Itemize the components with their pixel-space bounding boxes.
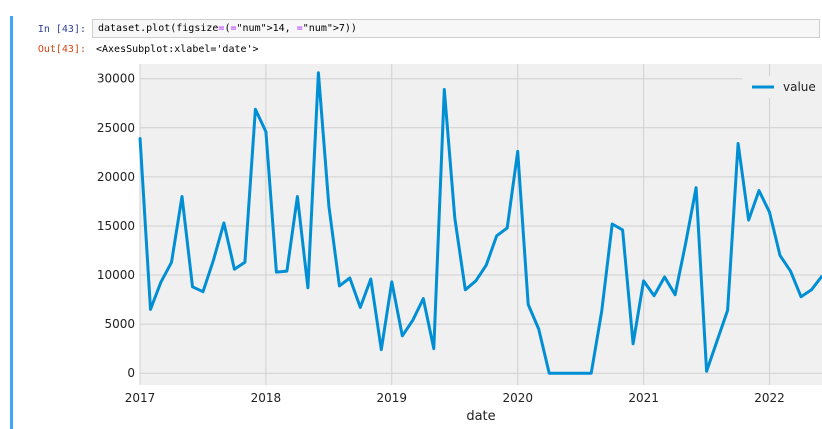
data-point [810,288,813,291]
data-point [265,130,267,133]
data-point [338,285,341,287]
data-point [453,217,456,219]
data-point [307,287,309,289]
series-line-value [138,71,822,375]
data-point [705,370,708,373]
data-point [170,261,173,264]
data-point [600,310,603,313]
data-point [558,372,561,375]
data-point [296,195,299,198]
data-point [286,270,288,272]
data-point [317,72,320,74]
data-point [202,290,204,293]
data-point [212,259,215,262]
data-point [800,295,802,298]
code-line: dataset.plot(figsize=(="num">14, ="num">… [98,23,357,34]
x-tick-label: 2022 [754,391,785,405]
data-point [275,271,278,273]
data-point [590,372,592,375]
data-point [412,319,414,322]
data-point [485,264,488,267]
data-point [663,276,666,278]
data-point [537,328,540,330]
data-point [674,293,676,296]
data-point [139,136,141,139]
data-point [569,372,571,375]
x-tick-label: 2019 [377,391,408,405]
data-point [464,288,467,291]
data-point [726,309,729,312]
y-tick-label: 30000 [97,72,135,86]
x-tick-label: 2021 [628,391,659,405]
data-point [768,211,771,214]
data-point [244,261,246,264]
data-point [401,335,404,337]
data-point [758,189,760,192]
data-point [548,372,550,375]
output-repr-text: <AxesSubplot:xlabel='date'> [96,44,259,55]
data-point [380,348,383,351]
cell-selection-bar [10,16,13,429]
data-point [632,342,634,345]
output-prompt: Out[43]: [37,44,86,55]
input-prompt: In [43]: [37,24,86,35]
data-point [789,270,792,272]
data-point [254,108,257,110]
data-point [737,142,739,145]
data-point [747,219,750,221]
y-tick-label: 10000 [97,268,135,282]
data-point [495,234,498,237]
data-point [621,229,624,231]
data-point [191,286,194,288]
data-point [527,303,530,306]
data-point [422,297,425,300]
data-point [642,280,645,282]
data-point [328,205,330,208]
y-tick-label: 15000 [97,219,135,233]
y-tick-label: 0 [127,366,135,380]
y-tick-label: 25000 [97,121,135,135]
data-point [443,88,446,91]
data-point [370,278,372,280]
data-point [233,268,236,270]
y-tick-label: 5000 [104,317,135,331]
data-point [223,222,225,224]
data-point [181,195,183,198]
data-point [684,242,687,245]
legend-label: value [783,80,816,94]
data-point [611,223,613,225]
data-point [579,372,582,375]
data-point [474,280,477,282]
data-point [695,186,697,189]
data-point [432,347,435,350]
legend-box [742,76,822,98]
data-point [391,281,393,283]
data-point [349,277,351,279]
data-point [359,306,362,309]
x-tick-label: 2020 [502,391,533,405]
data-point [653,294,655,297]
x-tick-label: 2018 [251,391,282,405]
y-tick-label: 20000 [97,170,135,184]
code-input-area[interactable]: dataset.plot(figsize=(="num">14, ="num">… [92,19,820,38]
x-tick-label: 2017 [125,391,156,405]
data-point [516,150,519,153]
data-point [149,308,152,311]
data-point [716,340,718,342]
data-point [160,281,162,283]
x-axis-title: date [466,409,495,424]
data-point [779,254,781,257]
data-point [506,227,509,229]
